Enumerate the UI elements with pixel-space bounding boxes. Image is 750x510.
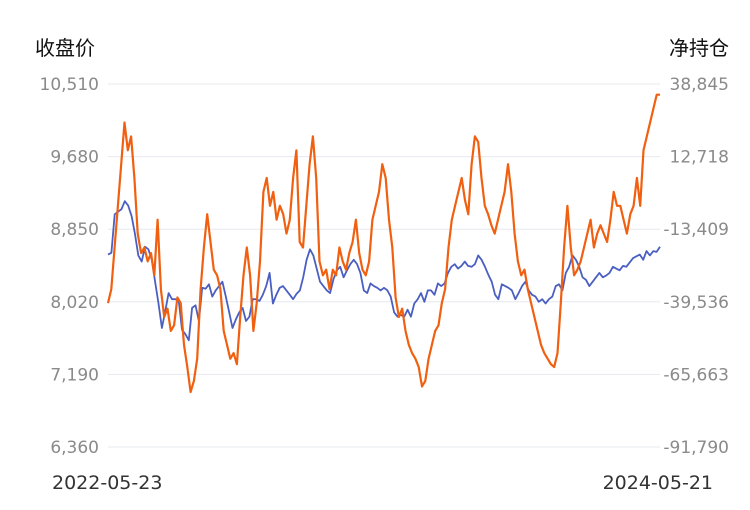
right-axis-ticks: 38,845 12,718 -13,409 -39,536 -65,663 -91,790 xyxy=(663,75,729,458)
right-tick-label: -65,663 xyxy=(663,365,729,385)
right-tick-label: -13,409 xyxy=(663,220,729,240)
left-tick-label: 8,850 xyxy=(50,220,99,240)
net-position-line xyxy=(106,93,660,394)
left-axis-title: 收盘价 xyxy=(35,36,95,60)
left-tick-label: 7,190 xyxy=(50,365,99,385)
left-tick-label: 6,360 xyxy=(50,438,99,458)
series-lines xyxy=(106,93,661,394)
x-tick-end: 2024-05-21 xyxy=(603,472,713,494)
left-tick-label: 8,020 xyxy=(50,293,99,313)
left-tick-label: 9,680 xyxy=(50,148,99,168)
right-tick-label: 38,845 xyxy=(670,75,729,95)
right-axis-title: 净持仓 xyxy=(669,36,729,60)
left-tick-label: 10,510 xyxy=(40,75,99,95)
right-tick-label: -91,790 xyxy=(663,438,729,458)
left-axis-ticks: 10,510 9,680 8,850 8,020 7,190 6,360 xyxy=(40,75,99,458)
right-tick-label: 12,718 xyxy=(670,148,729,168)
x-tick-start: 2022-05-23 xyxy=(52,472,162,494)
right-tick-label: -39,536 xyxy=(663,293,729,313)
